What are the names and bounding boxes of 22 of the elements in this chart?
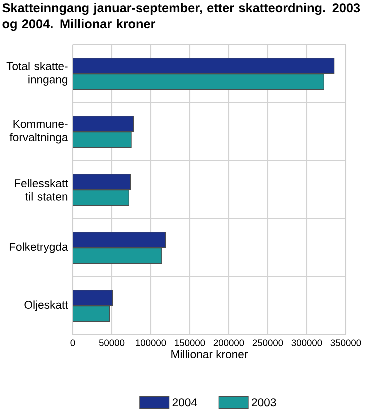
y-tick-label: Kommune-forvaltninga [10,120,68,144]
x-tick-label: 300000 [292,340,322,346]
x-tick-label: 200000 [214,340,244,346]
legend-label: 2004 [172,398,198,407]
y-tick-label: Folketrygda [10,242,68,254]
x-tick-label: 150000 [175,340,206,346]
bar [73,116,134,132]
bar [73,232,166,248]
bar [73,174,132,190]
bar [73,58,335,74]
x-tick-label: 0 [70,340,76,346]
chart-title: Skatteinngang januar-september, etter skatteordning. 2003 og 2004. Millionar kroner [2,3,360,32]
legend-label: 2003 [252,398,276,407]
x-tick-label: 100000 [136,340,166,346]
y-tick-label: Total skatte-inngang [6,62,68,86]
x-tick-label: 350000 [330,340,362,346]
x-axis-title: Millionar kroner [172,350,248,358]
x-tick-label: 250000 [252,340,284,346]
y-tick-label: Oljeskatt [24,300,68,312]
bar [73,290,114,306]
x-tick-label: 50000 [99,340,125,346]
y-tick-label: Fellesskatt til staten [15,179,68,201]
